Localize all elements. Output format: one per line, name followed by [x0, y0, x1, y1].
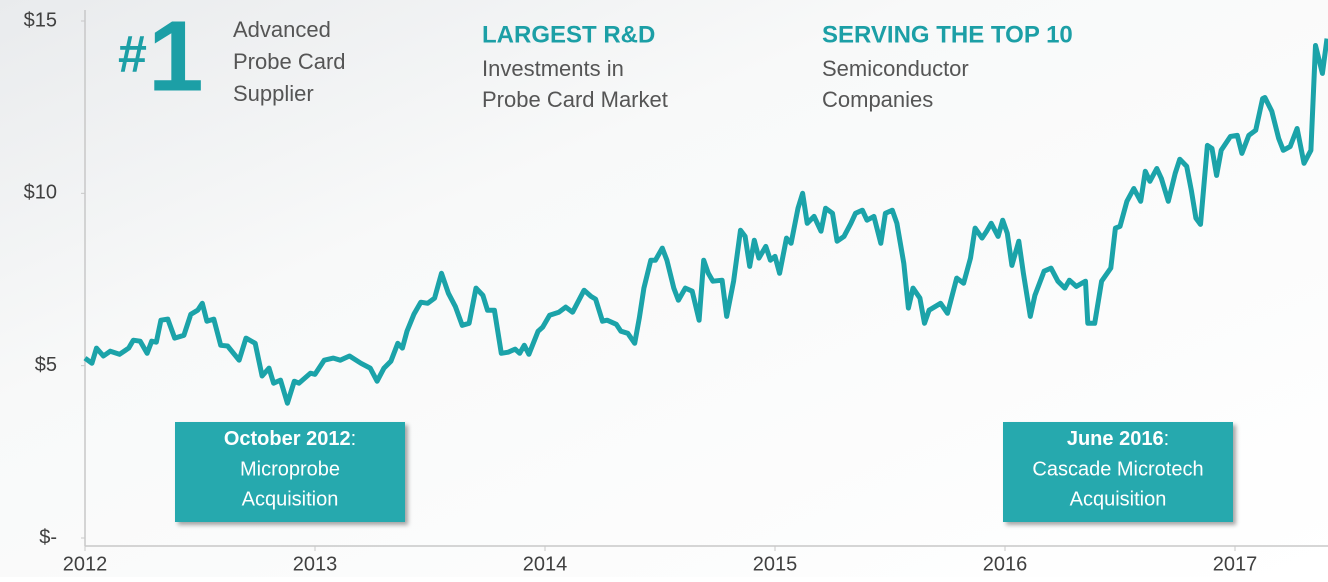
callout-line: Acquisition	[1070, 488, 1167, 510]
badge-line: Supplier	[233, 81, 314, 106]
y-tick-label: $10	[24, 182, 57, 204]
callout-title: June 2016:	[1067, 428, 1169, 450]
callout-box	[1003, 422, 1233, 522]
x-tick-label: 2015	[753, 553, 798, 575]
callout-punct: :	[1164, 428, 1170, 450]
x-tick-label: 2016	[983, 553, 1028, 575]
y-tick-label: $15	[24, 9, 57, 31]
x-tick-label: 2017	[1213, 553, 1258, 575]
y-tick-label: $-	[39, 526, 57, 548]
callout-date: June 2016	[1067, 428, 1164, 450]
callout-line: Acquisition	[242, 488, 339, 510]
x-tick-label: 2012	[63, 553, 108, 575]
callout: June 2016: Cascade Microtech Acquisition	[1003, 422, 1233, 522]
highlight-line: Probe Card Market	[482, 87, 668, 112]
x-tick-label: 2014	[523, 553, 568, 575]
badge-number: 1	[148, 0, 204, 112]
price-line	[83, 38, 1328, 406]
y-tick-label: $5	[35, 354, 57, 376]
callout-box	[175, 422, 405, 522]
callout-punct: :	[351, 428, 357, 450]
highlight-line: Companies	[822, 87, 933, 112]
callout-title: October 2012:	[224, 428, 356, 450]
highlight-heading: LARGEST R&D	[482, 21, 655, 48]
badge-hash: #	[118, 26, 147, 84]
highlight-heading: SERVING THE TOP 10	[822, 21, 1073, 48]
badge-line: Probe Card	[233, 49, 346, 74]
x-tick-label: 2013	[293, 553, 338, 575]
callout-line: Cascade Microtech	[1032, 458, 1203, 480]
callout-line: Microprobe	[240, 458, 340, 480]
callout-date: October 2012	[224, 428, 351, 450]
highlight-line: Investments in	[482, 56, 624, 81]
callout: October 2012: Microprobe Acquisition	[175, 422, 405, 522]
highlight-line: Semiconductor	[822, 56, 969, 81]
badge-line: Advanced	[233, 17, 331, 42]
